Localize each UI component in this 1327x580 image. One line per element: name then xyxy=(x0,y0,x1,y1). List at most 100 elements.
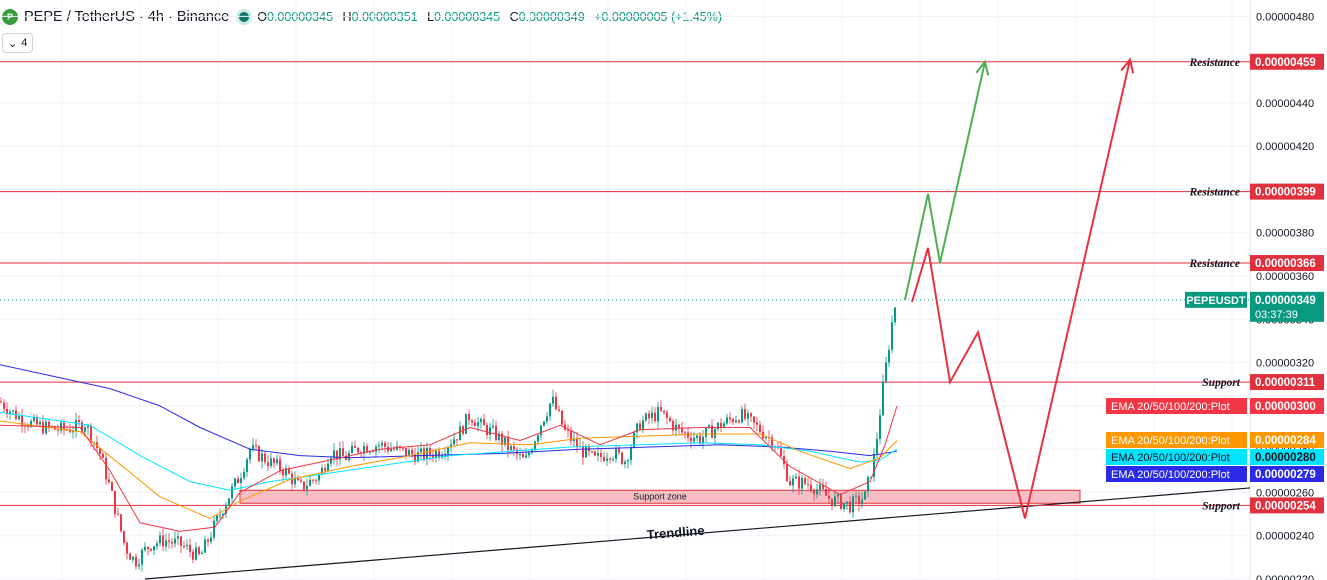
candle-body xyxy=(276,459,278,464)
candle-body xyxy=(384,442,386,447)
level-value-tag xyxy=(1250,183,1324,200)
candle-body xyxy=(414,453,416,462)
symbol-title[interactable]: PEPE / TetherUS · 4h · Binance xyxy=(24,9,230,25)
candle-body xyxy=(387,446,389,452)
candle-body xyxy=(594,451,596,456)
candle-body xyxy=(6,408,8,414)
candle-body xyxy=(255,445,257,447)
level-value-text: 0.00000366 xyxy=(1255,258,1316,270)
candle-body xyxy=(870,476,872,478)
candle-body xyxy=(555,396,557,410)
candle-body xyxy=(279,459,281,471)
pepe-coin-icon: ₱ xyxy=(2,9,18,25)
candle-body xyxy=(147,546,149,549)
candle-body xyxy=(813,489,815,495)
candle-body xyxy=(663,410,665,413)
countdown-text: 03:37:39 xyxy=(1255,309,1298,321)
candle-body xyxy=(618,448,620,453)
candle-body xyxy=(450,444,452,448)
candle-body xyxy=(180,536,182,546)
candle-body xyxy=(177,536,179,539)
candle-body xyxy=(720,422,722,428)
candle-body xyxy=(426,447,428,459)
candle-body xyxy=(861,499,863,504)
level-value-text: 0.00000311 xyxy=(1255,377,1316,389)
candle-body xyxy=(135,556,137,567)
indicator-value-text: 0.00000279 xyxy=(1255,469,1316,481)
candle-body xyxy=(453,439,455,445)
candle-body xyxy=(621,452,623,464)
candle-body xyxy=(114,490,116,514)
candle-body xyxy=(333,450,335,458)
level-value-tag xyxy=(1250,53,1324,70)
indicators-toggle-button[interactable]: ⌄ 4 xyxy=(2,33,34,53)
candle-body xyxy=(288,468,290,474)
high-value: 0.00000351 xyxy=(351,10,418,24)
candle-body xyxy=(717,422,719,430)
candle-body xyxy=(21,415,23,426)
candle-body xyxy=(804,478,806,484)
candle-body xyxy=(648,413,650,419)
candle-body xyxy=(117,513,119,515)
candle-body xyxy=(504,437,506,445)
candle-body xyxy=(447,447,449,454)
candle-body xyxy=(165,540,167,547)
candle-body xyxy=(615,448,617,459)
candle-body xyxy=(213,520,215,538)
candle-body xyxy=(780,448,782,457)
candle-body xyxy=(42,421,44,434)
candle-body xyxy=(849,501,851,513)
candle-body xyxy=(864,491,866,500)
market-status-icon[interactable] xyxy=(239,12,250,22)
chart-header: ₱ PEPE / TetherUS · 4h · Binance O0.0000… xyxy=(2,6,722,28)
indicator-label-text: EMA 20/50/100/200:Plot xyxy=(1111,435,1230,447)
candle-body xyxy=(363,446,365,454)
candle-body xyxy=(606,458,608,461)
candle-body xyxy=(420,448,422,453)
candle-body xyxy=(690,437,692,442)
candle-body xyxy=(171,541,173,544)
candle-body xyxy=(90,425,92,443)
candle-body xyxy=(834,496,836,507)
indicator-value-text: 0.00000284 xyxy=(1255,435,1316,447)
candle-body xyxy=(18,415,20,420)
support-zone xyxy=(239,489,1081,504)
current-price-tags: PEPEUSDT 0.00000349 03:37:39 xyxy=(1185,291,1324,322)
change-value: +0.00000005 (+1.45%) xyxy=(594,10,723,24)
candle-body xyxy=(423,448,425,459)
candle-body xyxy=(660,406,662,411)
candle-body xyxy=(207,539,209,542)
price-tick-label: 0.00000320 xyxy=(1256,358,1314,370)
candle-body xyxy=(198,547,200,555)
candle-body xyxy=(603,456,605,461)
candle-body xyxy=(306,485,308,490)
candle-body xyxy=(825,488,827,496)
candle-body xyxy=(174,538,176,544)
candle-body xyxy=(99,448,101,454)
candle-body xyxy=(138,564,140,567)
candle-body xyxy=(525,455,527,458)
candle-body xyxy=(873,453,875,477)
candle-body xyxy=(642,420,644,430)
close-value: 0.00000349 xyxy=(518,10,585,24)
candle-body xyxy=(366,446,368,453)
candle-body xyxy=(144,546,146,550)
candle-body xyxy=(495,425,497,440)
indicator-value-tag xyxy=(1250,432,1324,448)
candle-body xyxy=(405,448,407,456)
candle-body xyxy=(0,401,2,403)
candle-body xyxy=(243,471,245,479)
candle-body xyxy=(654,412,656,422)
candle-body xyxy=(714,429,716,438)
candle-body xyxy=(348,452,350,460)
candle-body xyxy=(894,307,896,323)
candle-body xyxy=(801,478,803,489)
projection-green-path xyxy=(904,61,986,301)
candle-body xyxy=(522,454,524,458)
candle-body xyxy=(141,549,143,565)
level-label: Support xyxy=(1202,500,1241,512)
candle-body xyxy=(3,402,5,409)
level-value-text: 0.00000399 xyxy=(1255,187,1316,199)
candle-body xyxy=(315,480,317,482)
